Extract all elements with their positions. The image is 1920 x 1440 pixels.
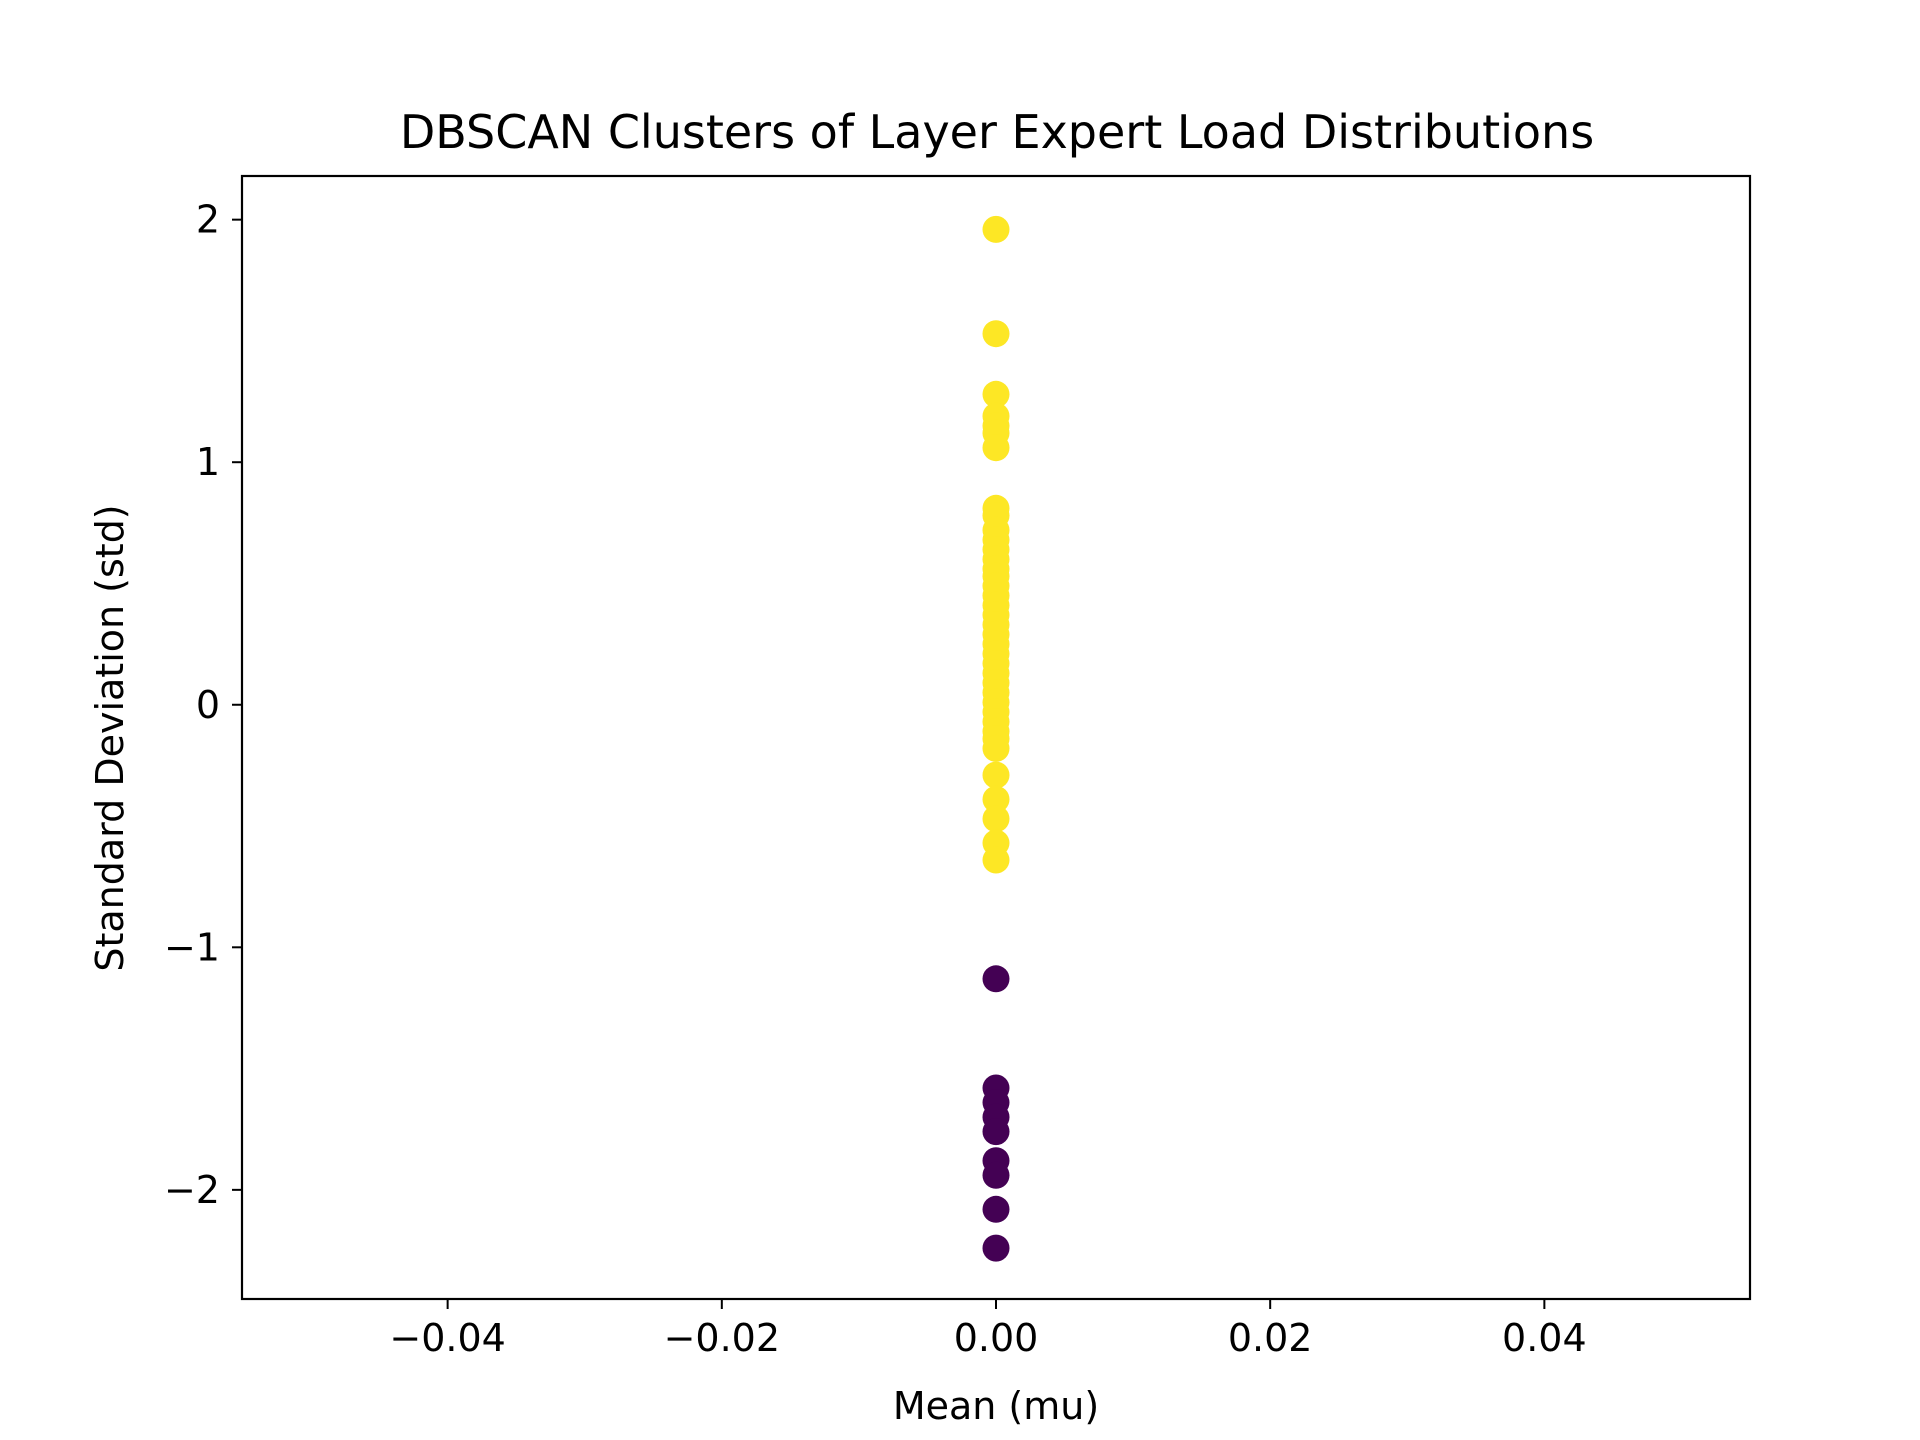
data-point (982, 965, 1010, 993)
data-point (982, 320, 1010, 348)
x-tick-label: 0.00 (954, 1316, 1039, 1360)
data-point (982, 805, 1010, 833)
data-point (982, 1118, 1010, 1146)
y-axis-label: Standard Deviation (std) (88, 504, 132, 971)
x-axis: −0.04 −0.02 0.00 0.02 0.04 (389, 1299, 1587, 1360)
data-point (982, 215, 1010, 243)
y-axis: 2 1 0 −1 −2 (164, 198, 242, 1212)
y-tick-label: 2 (196, 198, 220, 242)
data-point (982, 1234, 1010, 1262)
x-tick-label: 0.02 (1228, 1316, 1313, 1360)
data-point (982, 1195, 1010, 1223)
data-point (982, 846, 1010, 874)
points-layer (982, 215, 1010, 1262)
data-point (982, 380, 1010, 408)
y-tick-label: 1 (196, 440, 220, 484)
x-axis-label: Mean (mu) (893, 1384, 1099, 1428)
data-point (982, 434, 1010, 462)
chart-title: DBSCAN Clusters of Layer Expert Load Dis… (400, 105, 1594, 159)
y-tick-label: −2 (164, 1168, 220, 1212)
x-tick-label: −0.02 (664, 1316, 780, 1360)
y-tick-label: −1 (164, 925, 220, 969)
data-point (982, 761, 1010, 789)
data-point (982, 785, 1010, 813)
y-tick-label: 0 (196, 683, 220, 727)
data-point (982, 734, 1010, 762)
data-point (982, 1161, 1010, 1189)
x-tick-label: 0.04 (1502, 1316, 1587, 1360)
x-tick-label: −0.04 (389, 1316, 505, 1360)
